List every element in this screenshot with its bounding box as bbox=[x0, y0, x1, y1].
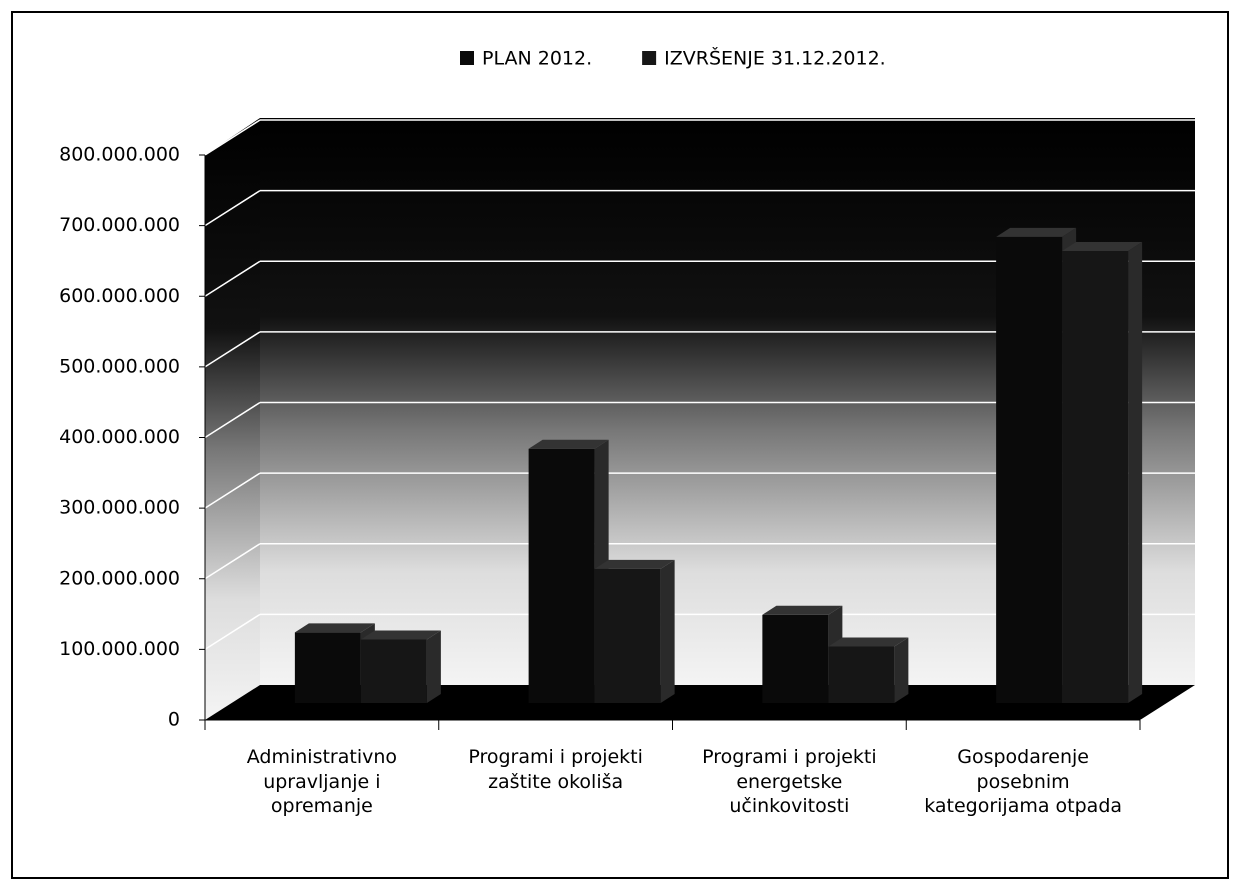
x-tick-label-box: Programi i projekti energetske učinkovit… bbox=[702, 746, 877, 818]
bar bbox=[828, 646, 895, 703]
bar-top bbox=[1062, 242, 1143, 251]
grid-line bbox=[204, 260, 261, 297]
y-tick-label: 0 bbox=[168, 709, 180, 731]
x-tick-label: Programi i projekti energetske učinkovit… bbox=[702, 746, 877, 818]
grid-line bbox=[204, 331, 261, 368]
grid-line bbox=[204, 613, 261, 651]
legend-swatch bbox=[642, 51, 657, 65]
floor bbox=[205, 685, 1195, 720]
y-tick-label: 600.000.000 bbox=[59, 285, 180, 307]
bar-top bbox=[528, 439, 609, 449]
y-tick-label: 400.000.000 bbox=[59, 426, 180, 448]
x-tick-label: Administrativno upravljanje i opremanje bbox=[246, 746, 398, 818]
bar-top bbox=[294, 623, 375, 633]
grid-line bbox=[204, 543, 261, 580]
grid-line bbox=[204, 472, 261, 509]
y-tick-label: 800.000.000 bbox=[59, 144, 180, 166]
bar-top bbox=[594, 559, 675, 569]
x-tick-label-box: Programi i projekti zaštite okoliša bbox=[468, 746, 643, 793]
grid-line bbox=[204, 189, 261, 227]
grid-line bbox=[204, 119, 261, 156]
bar bbox=[762, 614, 829, 703]
bar bbox=[996, 236, 1063, 703]
x-tick-label: Programi i projekti zaštite okoliša bbox=[468, 746, 643, 793]
y-tick-label: 100.000.000 bbox=[59, 638, 180, 660]
x-tick-label-box: Administrativno upravljanje i opremanje bbox=[246, 746, 398, 818]
x-tick-label: Gospodarenje posebnim kategorijama otpad… bbox=[924, 746, 1123, 818]
grid-line bbox=[204, 401, 261, 439]
y-tick-label: 300.000.000 bbox=[59, 497, 180, 519]
x-tick-label-box: Gospodarenje posebnim kategorijama otpad… bbox=[924, 746, 1123, 818]
bar bbox=[360, 639, 427, 703]
bar-top bbox=[828, 637, 909, 647]
bar-side bbox=[426, 630, 441, 703]
y-tick-label: 700.000.000 bbox=[59, 214, 180, 236]
bar bbox=[294, 632, 361, 703]
legend-label: PLAN 2012. bbox=[482, 48, 592, 70]
bar-side bbox=[894, 637, 909, 703]
bar-top bbox=[360, 630, 441, 640]
y-tick-label: 500.000.000 bbox=[59, 355, 180, 377]
bar-side bbox=[1128, 242, 1143, 703]
bar-top bbox=[996, 227, 1077, 237]
bar-top bbox=[762, 605, 843, 615]
bar bbox=[594, 568, 661, 703]
bar bbox=[528, 448, 595, 703]
bar bbox=[1062, 251, 1129, 703]
legend-label: IZVRŠENJE 31.12.2012. bbox=[664, 46, 886, 70]
legend-swatch bbox=[460, 51, 474, 65]
y-tick-label: 200.000.000 bbox=[59, 567, 180, 589]
bar-side bbox=[660, 559, 675, 703]
